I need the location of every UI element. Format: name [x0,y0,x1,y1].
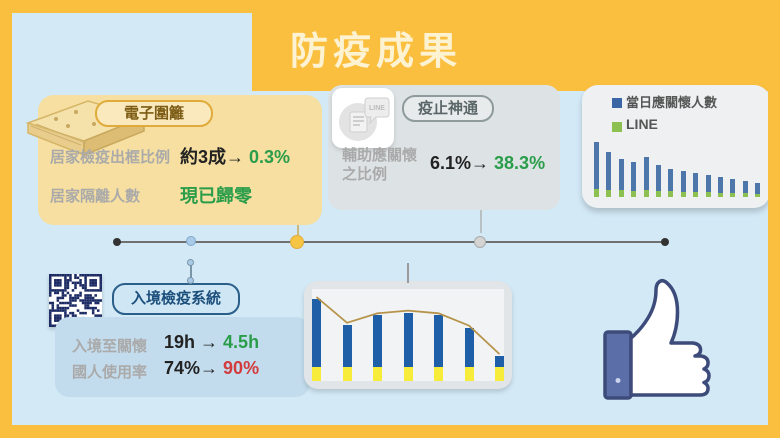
svg-text:LINE: LINE [369,105,385,112]
